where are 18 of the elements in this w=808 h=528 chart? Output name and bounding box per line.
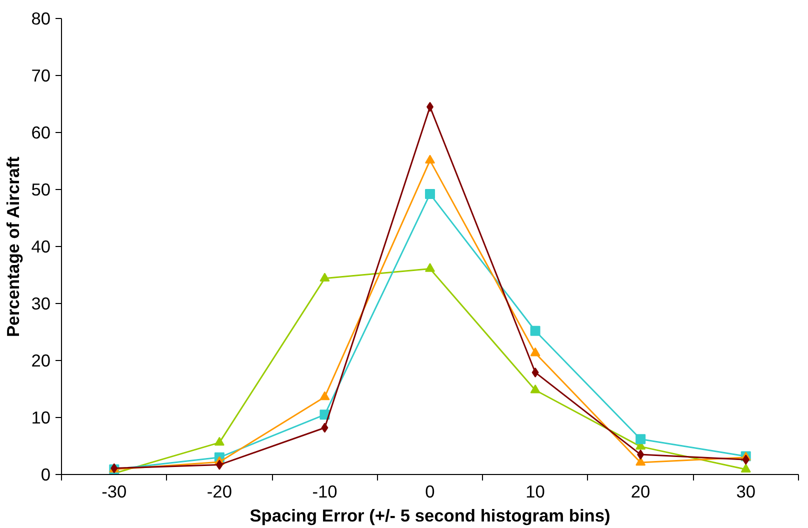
y-tick-label: 50 — [31, 180, 51, 200]
x-axis-title: Spacing Error (+/- 5 second histogram bins) — [250, 506, 610, 526]
y-tick-label: 20 — [31, 350, 51, 370]
y-tick-label: 0 — [40, 464, 51, 484]
y-tick-label: 80 — [31, 8, 51, 28]
x-tick-label: 0 — [425, 482, 435, 502]
y-tick-label: 70 — [31, 66, 51, 86]
x-tick-label: -30 — [102, 482, 127, 502]
y-tick-label: 40 — [31, 236, 51, 256]
y-axis-title: Percentage of Aircraft — [3, 156, 24, 338]
x-tick-label: 10 — [526, 482, 545, 502]
y-tick-label: 30 — [31, 294, 51, 314]
x-tick-label: 30 — [736, 482, 756, 502]
y-tick-label: 60 — [31, 122, 51, 142]
x-tick-label: -20 — [206, 482, 232, 502]
x-tick-label: 20 — [630, 482, 650, 502]
y-tick-label: 10 — [31, 408, 51, 428]
x-tick-label: -10 — [312, 482, 338, 502]
